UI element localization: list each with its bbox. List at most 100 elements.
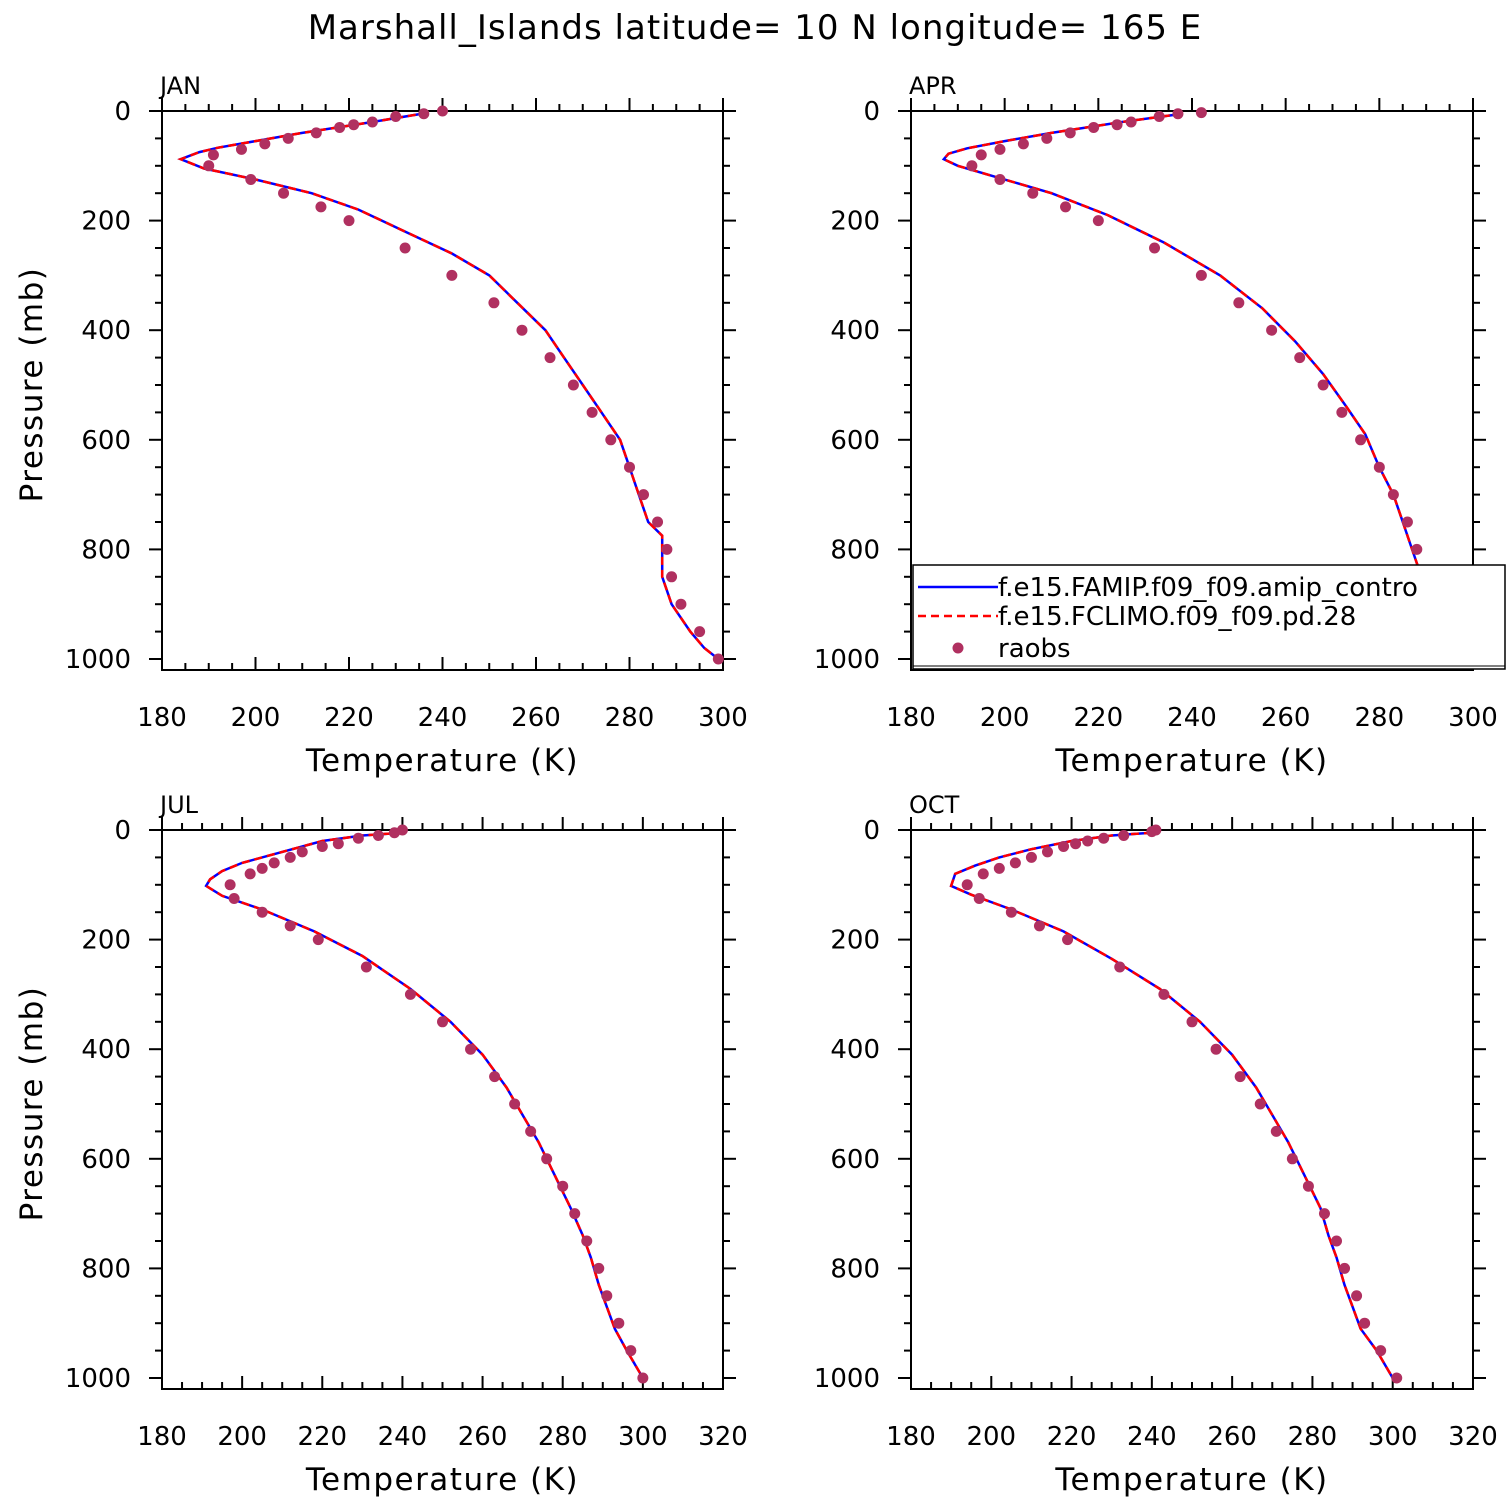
raobs-point bbox=[1195, 269, 1207, 281]
legend-label: f.e15.FCLIMO.f09_f09.pd.28 bbox=[998, 602, 1356, 632]
raobs-point bbox=[1336, 406, 1348, 418]
y-tick-label: 600 bbox=[81, 1145, 131, 1175]
raobs-point bbox=[1391, 1372, 1403, 1384]
x-tick-label: 240 bbox=[418, 703, 468, 733]
raobs-point bbox=[1027, 187, 1039, 199]
raobs-point bbox=[1359, 1317, 1371, 1329]
x-tick-label: 260 bbox=[458, 1422, 508, 1452]
panel-oct: 180 200 220 240 260 280 300 320 0 200 400 600 800 100… bbox=[814, 791, 1498, 1498]
y-tick-label: 800 bbox=[830, 535, 880, 565]
x-tick-label: 260 bbox=[1261, 703, 1311, 733]
series-line-fclimo bbox=[204, 831, 644, 1379]
x-tick-label: 320 bbox=[698, 1422, 748, 1452]
raobs-point bbox=[1125, 116, 1137, 128]
raobs-point bbox=[278, 187, 290, 199]
series-line-fclimo bbox=[941, 112, 1473, 660]
y-tick-label: 1000 bbox=[65, 645, 131, 675]
raobs-point bbox=[675, 598, 687, 610]
raobs-point bbox=[516, 324, 528, 336]
raobs-point bbox=[1172, 108, 1184, 120]
raobs-point bbox=[1017, 138, 1029, 150]
series-line-fclimo bbox=[177, 111, 720, 660]
raobs-point bbox=[605, 434, 617, 446]
raobs-point bbox=[1092, 215, 1104, 227]
chart-title: Marshall_Islands latitude= 10 N longitud… bbox=[307, 8, 1203, 48]
raobs-point bbox=[1411, 543, 1423, 555]
raobs-point bbox=[1082, 835, 1094, 847]
x-tick-label: 300 bbox=[618, 1422, 668, 1452]
x-axis-label: Temperature (K) bbox=[305, 743, 579, 779]
y-tick-label: 0 bbox=[863, 816, 880, 846]
raobs-point bbox=[1058, 840, 1070, 852]
raobs-point bbox=[465, 1043, 477, 1055]
raobs-point bbox=[1041, 846, 1053, 858]
raobs-point bbox=[638, 489, 650, 501]
raobs-point bbox=[1351, 1290, 1363, 1302]
legend-box bbox=[912, 564, 1506, 670]
raobs-point bbox=[203, 160, 215, 172]
raobs-point bbox=[613, 1317, 625, 1329]
raobs-point bbox=[1317, 379, 1329, 391]
raobs-point bbox=[1118, 829, 1130, 841]
x-tick-label: 200 bbox=[231, 703, 281, 733]
raobs-point bbox=[994, 174, 1006, 185]
y-tick-label: 400 bbox=[830, 1035, 880, 1065]
x-axis-label: Temperature (K) bbox=[1054, 1462, 1328, 1498]
raobs-point bbox=[1041, 132, 1053, 144]
x-tick-label: 240 bbox=[1127, 1422, 1177, 1452]
raobs-point bbox=[1158, 988, 1170, 1000]
raobs-point bbox=[567, 379, 579, 391]
raobs-point bbox=[1064, 127, 1076, 139]
y-tick-label: 600 bbox=[81, 426, 131, 456]
series-line-famip bbox=[177, 111, 720, 660]
y-tick-label: 0 bbox=[114, 816, 131, 846]
raobs-point bbox=[1318, 1208, 1330, 1220]
panel-label: APR bbox=[909, 72, 957, 100]
raobs-point bbox=[256, 906, 268, 918]
raobs-point bbox=[544, 352, 556, 364]
raobs-point bbox=[1088, 121, 1100, 133]
raobs-point bbox=[1025, 851, 1037, 863]
raobs-point bbox=[315, 201, 327, 213]
raobs-point bbox=[666, 571, 678, 583]
raobs-point bbox=[437, 105, 448, 117]
raobs-point bbox=[1146, 826, 1158, 838]
raobs-point bbox=[316, 840, 328, 852]
y-tick-label: 200 bbox=[81, 926, 131, 956]
raobs-point bbox=[541, 1153, 553, 1165]
raobs-point bbox=[1294, 352, 1306, 364]
legend-swatch-marker bbox=[952, 642, 964, 654]
raobs-point bbox=[207, 149, 219, 161]
raobs-point bbox=[343, 215, 355, 227]
raobs-point bbox=[366, 116, 378, 128]
y-tick-label: 400 bbox=[81, 1035, 131, 1065]
raobs-point bbox=[601, 1290, 613, 1302]
raobs-point bbox=[581, 1235, 593, 1247]
x-tick-label: 300 bbox=[1368, 1422, 1418, 1452]
raobs-point bbox=[310, 127, 322, 139]
raobs-point bbox=[1339, 1262, 1351, 1274]
series-line-fclimo bbox=[949, 831, 1394, 1379]
raobs-point bbox=[268, 857, 280, 869]
y-tick-label: 800 bbox=[830, 1254, 880, 1284]
y-tick-label: 1000 bbox=[814, 645, 880, 675]
raobs-point bbox=[1153, 110, 1165, 122]
raobs-point bbox=[1098, 832, 1110, 844]
raobs-point bbox=[593, 1262, 605, 1274]
raobs-point bbox=[360, 961, 372, 973]
raobs-point bbox=[625, 1345, 637, 1357]
raobs-point bbox=[1060, 201, 1072, 213]
raobs-point bbox=[661, 543, 673, 555]
raobs-point bbox=[557, 1180, 569, 1192]
raobs-point bbox=[1286, 1153, 1298, 1165]
raobs-point bbox=[624, 461, 635, 473]
raobs-point bbox=[637, 1372, 649, 1384]
legend-label: f.e15.FAMIP.f09_f09.amip_contro bbox=[998, 573, 1418, 603]
raobs-point bbox=[1302, 1180, 1314, 1192]
raobs-point bbox=[1254, 1098, 1266, 1110]
raobs-point bbox=[348, 119, 360, 131]
x-tick-label: 280 bbox=[1355, 703, 1405, 733]
y-tick-label: 200 bbox=[830, 207, 880, 237]
raobs-point bbox=[259, 138, 271, 150]
